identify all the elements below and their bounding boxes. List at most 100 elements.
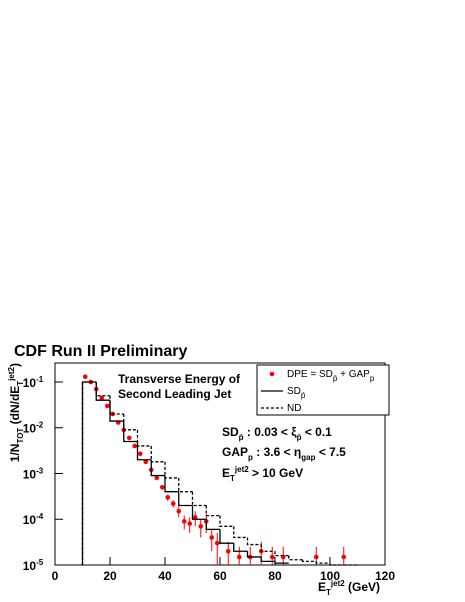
text-part: gap (301, 453, 315, 462)
tick-base: 10 (23, 513, 37, 527)
text-part: 1/N (8, 444, 22, 463)
histogram-bin (191, 505, 207, 520)
tick-base: 10 (23, 559, 37, 573)
tick-base: 10 (23, 376, 37, 390)
text-part: E (318, 580, 326, 594)
data-point (99, 395, 105, 401)
text-part: ND (287, 403, 301, 414)
histogram-bin (136, 441, 152, 461)
text-part: T (16, 381, 25, 386)
text-part: : 3.6 < η (253, 445, 301, 459)
histogram-bin (205, 505, 220, 517)
chart-title: CDF Run II Preliminary (14, 343, 187, 360)
histogram-bin (260, 544, 275, 552)
histogram-bin (274, 551, 289, 557)
x-tick-label: 20 (103, 569, 117, 583)
text-part: p̄ (297, 433, 302, 442)
histogram-bin (219, 529, 234, 544)
y-tick-label: 10-3 (23, 466, 44, 482)
histogram-bin (178, 477, 193, 493)
text-part: E (222, 466, 230, 480)
annotation: Transverse Energy of (118, 372, 241, 386)
histogram-bin (301, 559, 317, 563)
text-part: T (326, 588, 331, 597)
legend-label: ND (287, 403, 301, 414)
text-part: SD (287, 386, 301, 397)
histogram-bin (219, 515, 234, 527)
histogram-bin (81, 381, 97, 565)
histogram-bin (246, 537, 262, 546)
text-part: + GAP (337, 369, 370, 380)
text-part: jet2 (330, 579, 345, 588)
y-axis-label: 1/NTOT (dN/dETjet2) (7, 363, 25, 462)
text-part: < 7.5 (316, 445, 347, 459)
data-point (187, 521, 193, 526)
data-point (176, 508, 182, 514)
legend-marker (269, 371, 275, 377)
tick-exp: -1 (36, 375, 44, 384)
histogram-bin (123, 421, 138, 443)
text-part: Second Leading Jet (118, 387, 231, 401)
text-part: DPE = SD (287, 369, 333, 380)
histogram-bin (191, 491, 207, 507)
data-point (214, 540, 220, 546)
histogram-bin (109, 400, 124, 422)
histogram-bin (260, 556, 275, 563)
y-tick-label: 10-5 (23, 558, 44, 574)
tick-exp: -5 (36, 558, 44, 567)
data-point (192, 515, 198, 520)
data-point (165, 495, 171, 500)
histogram-bin (123, 413, 138, 431)
text-part: < 0.1 (302, 425, 333, 439)
histogram-bin (150, 445, 165, 463)
histogram-bin (81, 381, 97, 565)
text-part: SD (222, 425, 239, 439)
text-part: jet2 (234, 465, 249, 474)
histogram-bin (233, 526, 248, 539)
text-part: p (248, 453, 253, 462)
legend-box (256, 364, 390, 416)
data-point (104, 403, 110, 409)
y-tick-label: 10-2 (23, 420, 44, 436)
text-part: ) (8, 363, 22, 367)
histogram-bin (164, 475, 179, 493)
data-point (154, 475, 160, 481)
annotation: GAPp : 3.6 < ηgap < 7.5 (222, 445, 346, 461)
text-part: TOT (16, 428, 25, 444)
text-part: p̄ (239, 433, 244, 442)
data-point (313, 554, 319, 560)
histogram-bin (109, 395, 124, 415)
text-part: T (230, 474, 235, 483)
y-tick-label: 10-4 (23, 512, 44, 528)
histogram-bin (150, 459, 165, 477)
tick-exp: -4 (36, 512, 44, 521)
annotation: ETjet2 > 10 GeV (222, 465, 303, 483)
data-point (132, 443, 138, 449)
data-point (82, 374, 88, 380)
data-point (170, 501, 176, 506)
histogram-bin (246, 551, 262, 558)
tick-exp: -2 (36, 420, 44, 429)
text-part: GAP (222, 445, 248, 459)
text-part: (GeV) (345, 580, 380, 594)
data-point (198, 524, 204, 529)
x-tick-label: 40 (158, 569, 172, 583)
data-point (181, 519, 187, 524)
data-point (143, 459, 149, 465)
text-part: : 0.03 < ξ (244, 425, 298, 439)
x-tick-label: 100 (320, 569, 340, 583)
text-part: p̄ (301, 391, 306, 400)
legend-label: SDp̄ (287, 386, 306, 400)
data-point (236, 554, 242, 560)
text-part: (dN/dE (8, 386, 22, 428)
tick-base: 10 (23, 468, 37, 482)
text-part: p̄ (333, 374, 338, 383)
data-point (209, 535, 215, 540)
annotation: SDp̄ : 0.03 < ξp̄ < 0.1 (222, 425, 332, 441)
data-point (341, 554, 347, 560)
histogram-bin (315, 561, 330, 564)
x-tick-label: 120 (375, 569, 395, 583)
x-axis-label: ETjet2 (GeV) (318, 579, 380, 597)
annotation: Second Leading Jet (118, 387, 231, 401)
